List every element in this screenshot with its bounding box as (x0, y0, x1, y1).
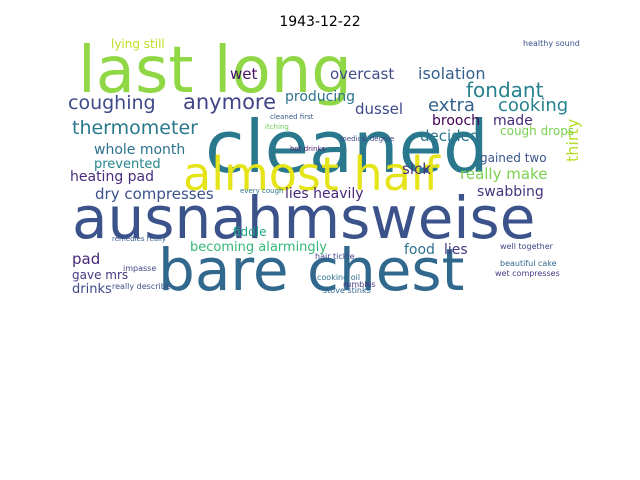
word: medical degree (340, 135, 394, 143)
word: wet (230, 65, 257, 83)
word: really make (460, 165, 547, 183)
word: gained two (480, 151, 547, 165)
word: gave mrs (72, 268, 128, 282)
word: whole month (94, 142, 185, 158)
word: cleaned first (270, 113, 314, 121)
wordcloud-area (70, 35, 590, 300)
word: really describe (112, 282, 171, 291)
word: drinks (72, 282, 112, 297)
word: every cough (240, 187, 283, 195)
word: decided (420, 127, 479, 145)
word: healthy sound (523, 39, 580, 48)
chart-title: 1943-12-22 (279, 14, 360, 30)
word: isolation (418, 64, 485, 83)
word: producing (285, 89, 355, 105)
word: well together (500, 242, 554, 251)
word: heating pad (70, 169, 154, 185)
word: sick (402, 160, 431, 178)
word: last long (78, 34, 352, 108)
word: thirty (563, 119, 582, 162)
word: dussel (355, 100, 403, 118)
word: beautiful cake (500, 259, 557, 268)
word: swabbing (477, 184, 544, 200)
word: cough drops (500, 124, 574, 138)
word: stove stinks (323, 286, 371, 295)
word: cooking (498, 95, 568, 116)
word: brooch (432, 113, 480, 129)
word: made (493, 113, 533, 129)
word: becoming alarmingly (190, 240, 327, 255)
word: prevented (94, 157, 161, 172)
word: impasse (123, 264, 156, 273)
word: dry compresses (95, 185, 214, 203)
word: cooking oil (317, 273, 360, 282)
word: lying still (111, 37, 165, 51)
word: lies heavily (285, 186, 364, 202)
word: fondant (466, 78, 544, 102)
word: food (404, 242, 435, 258)
word: pad (72, 250, 100, 268)
word: bare chest (158, 236, 464, 304)
word: itching (265, 123, 289, 131)
word: overcast (330, 65, 394, 83)
word: anymore (183, 90, 276, 114)
word: wet compresses (495, 269, 560, 278)
word: thermometer (72, 117, 198, 139)
word: rumbles (343, 280, 376, 289)
word: almost half (183, 147, 442, 201)
word: remedies really (112, 235, 166, 243)
word: ausnahmsweise (72, 184, 535, 252)
word: cleaned (205, 105, 489, 189)
word: coughing (68, 92, 156, 114)
word: hair tickle (315, 252, 355, 261)
word: hot drinks (290, 145, 325, 153)
word: lies (444, 242, 468, 258)
word: extra (428, 95, 475, 116)
word: fiddle (233, 225, 267, 239)
